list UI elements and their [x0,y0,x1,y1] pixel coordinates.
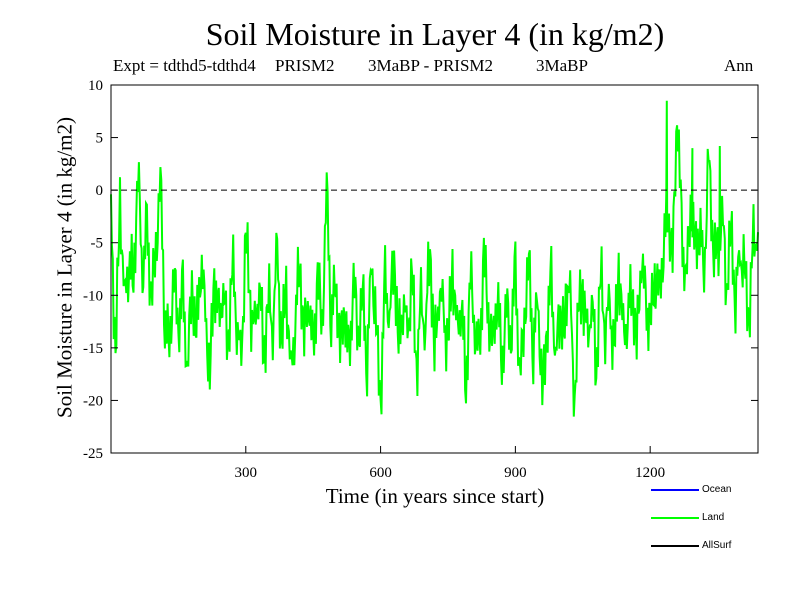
axes-frame [110,84,759,454]
subtitle-label2: 3MaBP - PRISM2 [368,56,494,75]
legend-label-allsurf: AllSurf [702,540,732,551]
y-tick-label: 0 [96,183,104,199]
y-tick-label: -15 [83,341,103,357]
series-line-land [110,100,759,417]
legend-label-land: Land [702,512,725,523]
y-tick-label: 5 [96,131,104,147]
legend-label-ocean: Ocean [702,484,732,495]
y-axis-label: Soil Moisture in Layer 4 (in kg/m2) [52,117,77,418]
x-axis-label: Time (in years since start) [325,484,545,508]
x-tick-label: 600 [369,465,392,481]
axis-ticks: 10 5 0 -5 -10 -15 -20 -25 300 600 900 1200 [83,78,758,481]
y-tick-label: -20 [83,393,103,409]
subtitle-label1: PRISM2 [275,56,335,75]
x-tick-label: 300 [235,465,258,481]
y-tick-label: -5 [91,236,104,252]
y-tick-label: -10 [83,288,103,304]
x-tick-label: 900 [504,465,527,481]
legend-line-allsurf [651,545,699,547]
subtitle-expt: Expt = tdthd5-tdthd4 [113,56,256,75]
legend-line-ocean [651,489,699,491]
legend-line-land [651,517,699,519]
x-tick-label: 1200 [635,465,665,481]
y-tick-label: 10 [88,78,103,94]
chart-title: Soil Moisture in Layer 4 (in kg/m2) [205,16,665,52]
subtitle-period: Ann [724,56,754,75]
subtitle-label3: 3MaBP [536,56,588,75]
plot-data [110,100,759,417]
y-tick-label: -25 [83,446,103,462]
